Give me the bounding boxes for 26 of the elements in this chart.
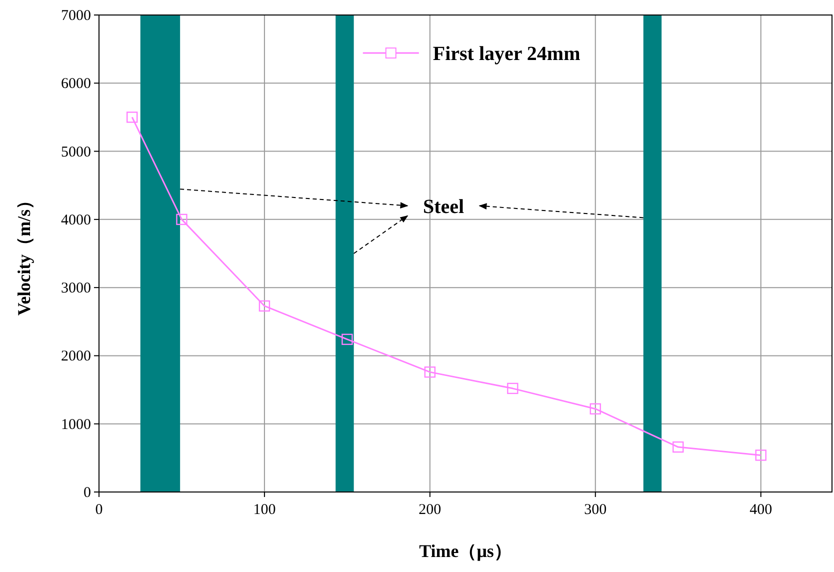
point [507, 382, 518, 394]
x-tick-label: 300 [584, 502, 607, 518]
x-tick-label: 100 [253, 502, 276, 518]
x-tick-label: 0 [95, 502, 103, 518]
y-tick-label: 1000 [61, 416, 91, 433]
y-tick-label: 4000 [61, 212, 91, 228]
point [590, 403, 601, 414]
x-tick-label: 400 [750, 502, 772, 518]
y-tick-label: 0 [84, 485, 91, 501]
point [755, 450, 766, 461]
point [672, 441, 684, 453]
point [342, 334, 353, 345]
point [176, 214, 188, 226]
y-tick-label: 5000 [61, 144, 91, 160]
y-tick-label: 7000 [61, 8, 91, 24]
y-tick-label: 6000 [61, 76, 91, 92]
y-tick-label: 3000 [61, 280, 91, 297]
y-tick-label: 2000 [61, 348, 91, 365]
x-axis-title: Time（μs） [419, 541, 512, 561]
annotation: Steel [422, 196, 464, 218]
y-axis-title: Velocity（m/s） [14, 191, 34, 316]
point [126, 112, 138, 123]
point [424, 366, 436, 378]
x-tick-label: 200 [418, 502, 442, 518]
point [258, 300, 270, 312]
legend-label: First layer 24mm [432, 43, 581, 65]
